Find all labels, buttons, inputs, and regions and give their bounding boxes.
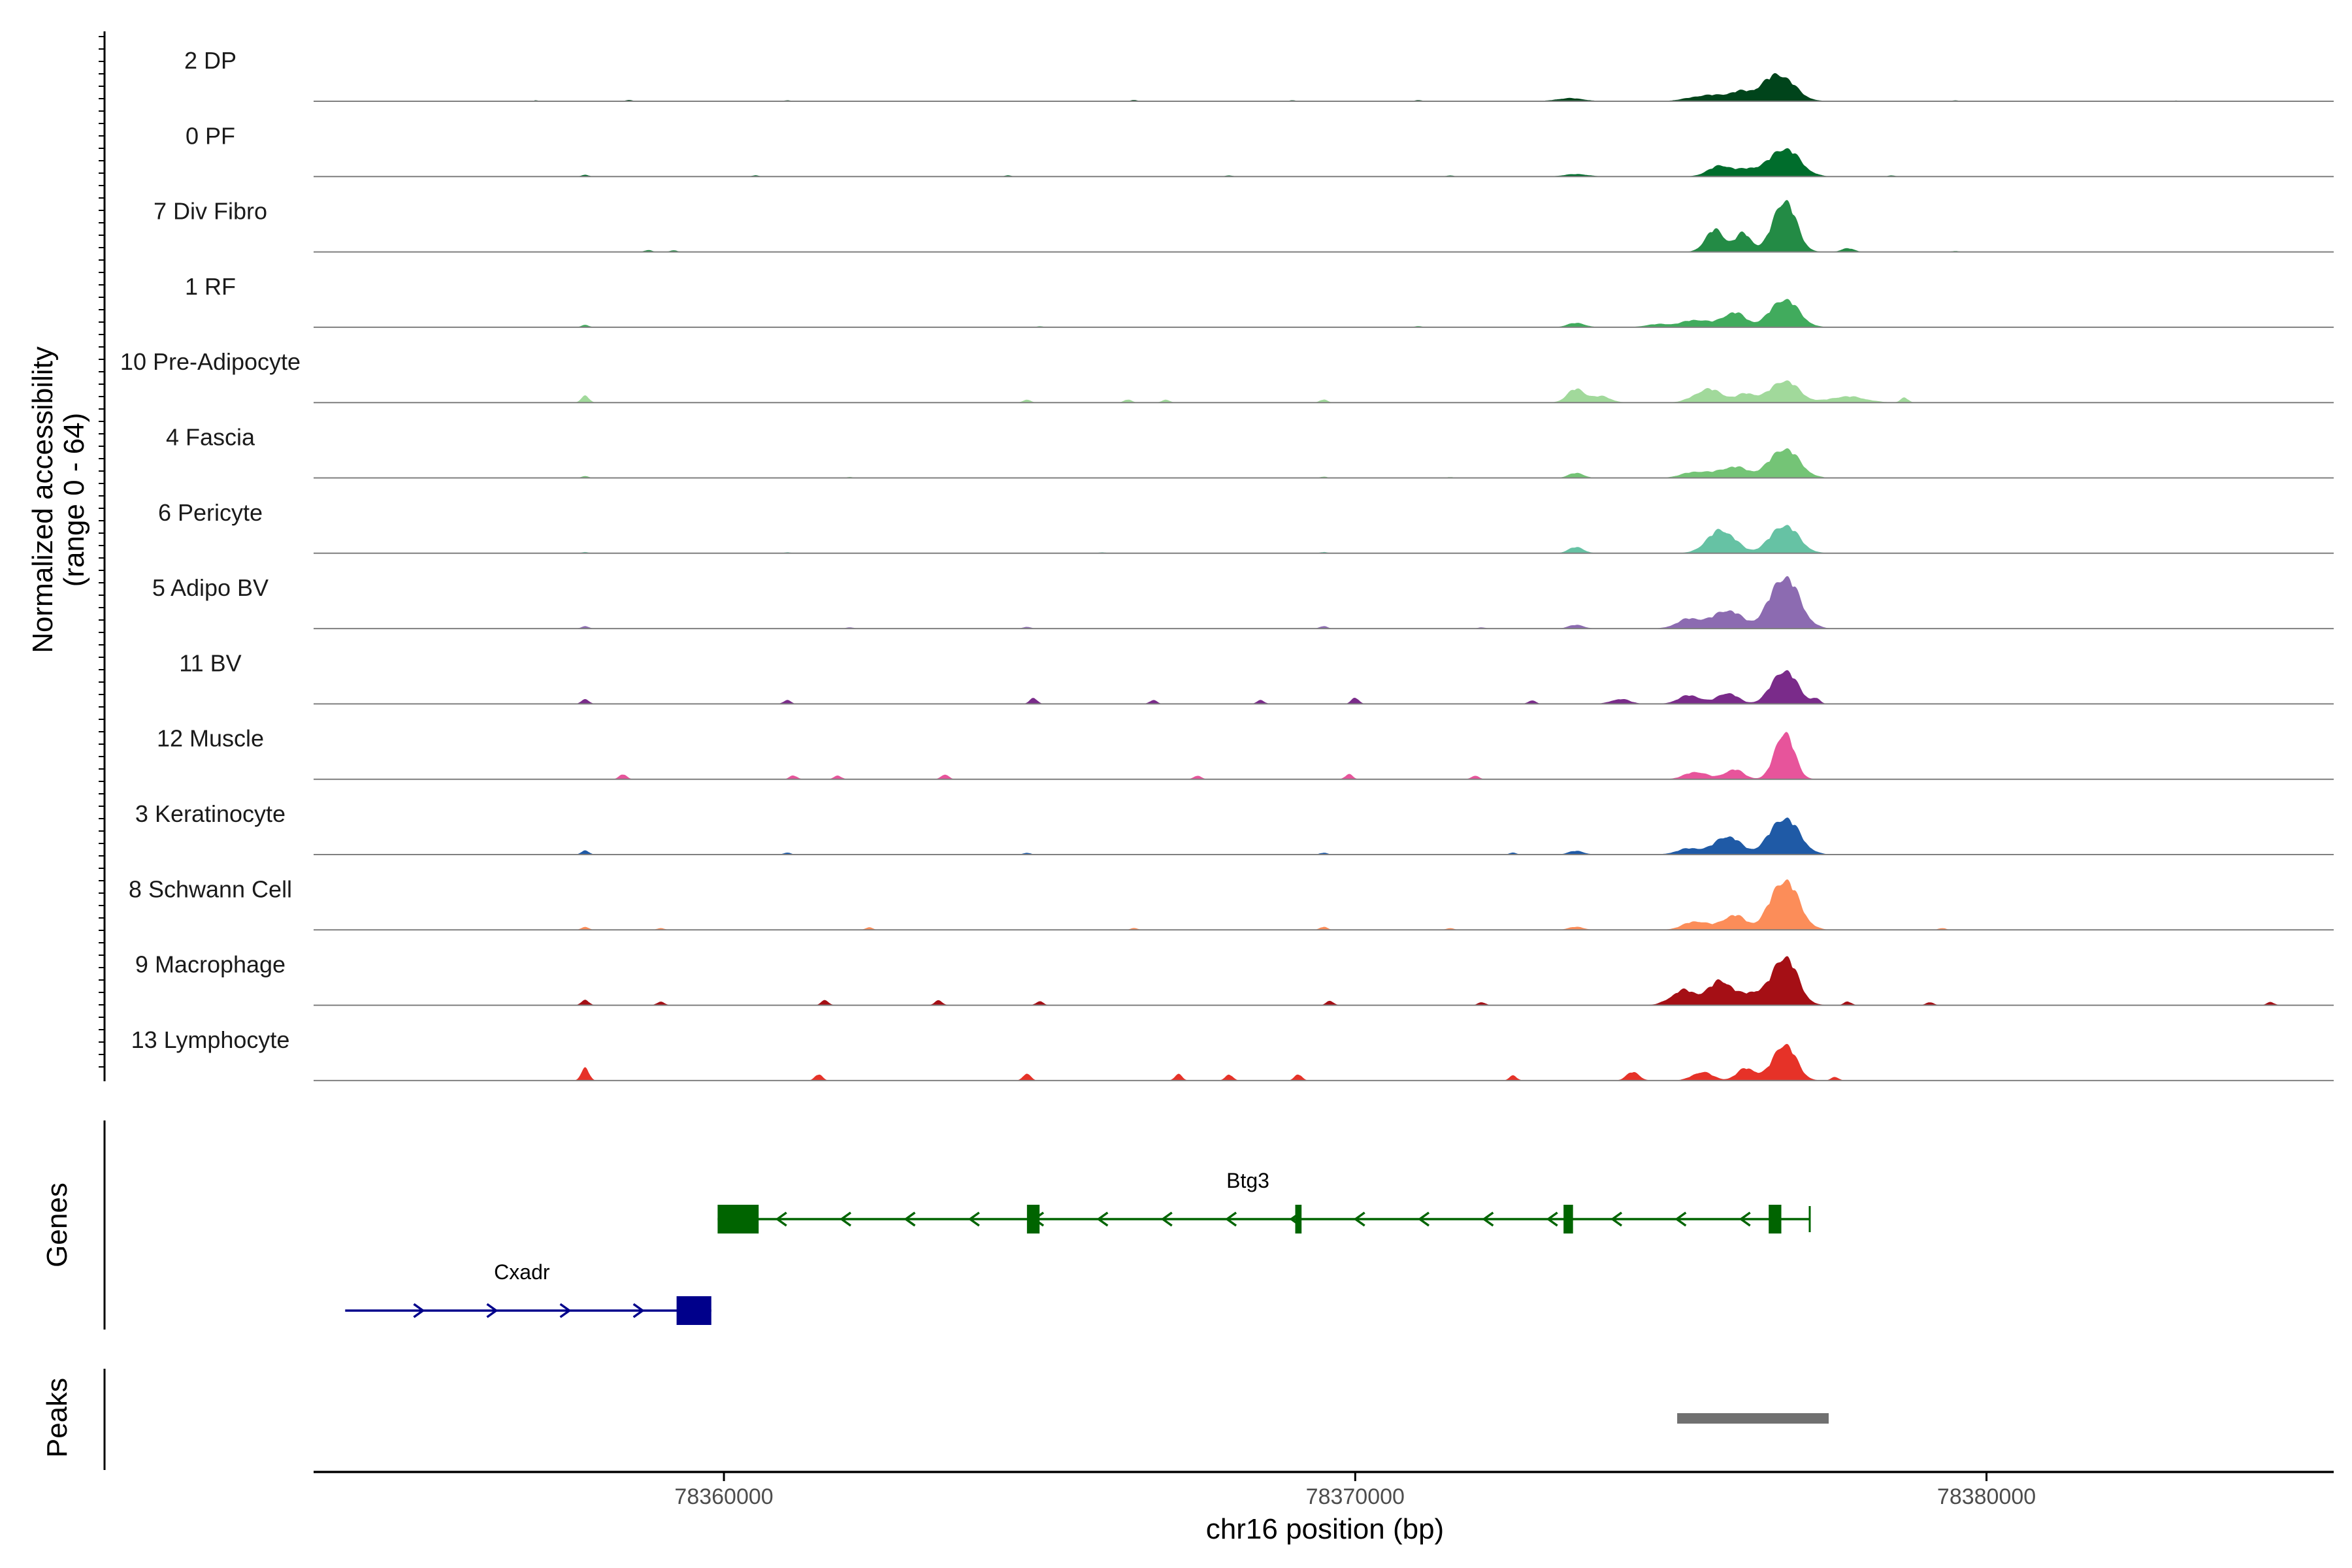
coverage-area <box>534 879 2302 930</box>
x-tick-label: 78370000 <box>1306 1484 1405 1509</box>
coverage-area <box>534 670 2302 704</box>
coverage-area <box>534 73 2302 101</box>
track-label: 1 RF <box>185 273 236 300</box>
gene-label: Cxadr <box>494 1260 550 1284</box>
x-axis: 78360000 78370000 78380000 <box>314 1471 2334 1509</box>
strand-chevron <box>559 1303 572 1318</box>
peaks-panel <box>103 1369 1829 1470</box>
x-tick-label: 78360000 <box>674 1484 773 1509</box>
track-7-div-fibro: 7 Div Fibro <box>154 198 2334 253</box>
gene-label: Btg3 <box>1226 1169 1269 1192</box>
strand-chevron <box>1739 1211 1751 1227</box>
track-3-keratinocyte: 3 Keratinocyte <box>135 800 2334 855</box>
coverage-area <box>534 525 2302 553</box>
strand-chevron <box>775 1211 787 1227</box>
y-axis-title: Normalized accessibility (range 0 - 64) <box>27 346 90 653</box>
track-label: 4 Fascia <box>166 424 255 451</box>
strand-chevron <box>632 1303 645 1318</box>
track-label: 2 DP <box>184 47 237 74</box>
exon <box>1769 1205 1782 1233</box>
exon <box>1295 1205 1302 1233</box>
coverage-area <box>534 299 2302 327</box>
strand-chevron <box>486 1303 498 1318</box>
track-2-dp: 2 DP <box>184 47 2334 102</box>
coverage-area <box>534 576 2302 629</box>
exon <box>1026 1205 1040 1233</box>
genes-label: Genes <box>41 1183 73 1267</box>
track-label: 5 Adipo BV <box>152 574 269 601</box>
exon <box>1563 1205 1573 1233</box>
track-12-muscle: 12 Muscle <box>157 725 2334 780</box>
strand-chevron <box>413 1303 425 1318</box>
strand-chevron <box>1418 1211 1430 1227</box>
track-label: 6 Pericyte <box>158 499 263 526</box>
strand-chevron <box>904 1211 916 1227</box>
coverage-tracks: 2 DP 0 PF 7 Div Fibro 1 RF 10 Pre-Adipocyte 4… <box>99 31 2334 1081</box>
strand-chevron <box>840 1211 852 1227</box>
exon <box>717 1205 759 1233</box>
track-label: 12 Muscle <box>157 725 264 752</box>
coverage-area <box>534 448 2302 478</box>
track-label: 9 Macrophage <box>135 951 286 978</box>
coverage-area <box>534 200 2302 252</box>
strand-chevron <box>1482 1211 1494 1227</box>
coverage-area <box>534 380 2302 403</box>
genes-panel: Btg3 Cxadr <box>103 1120 1811 1330</box>
strand-chevron <box>1225 1211 1237 1227</box>
track-0-pf: 0 PF <box>186 122 2334 178</box>
track-label: 0 PF <box>186 122 235 149</box>
strand-chevron <box>1160 1211 1173 1227</box>
track-9-macrophage: 9 Macrophage <box>135 951 2334 1006</box>
track-label: 3 Keratinocyte <box>135 800 286 827</box>
coverage-area <box>534 148 2302 177</box>
x-tick-label: 78380000 <box>1937 1484 2036 1509</box>
coverage-area <box>534 1043 2302 1081</box>
coverage-area <box>534 732 2302 779</box>
track-4-fascia: 4 Fascia <box>166 424 2334 479</box>
peaks-label: Peaks <box>41 1378 73 1458</box>
track-8-schwann-cell: 8 Schwann Cell <box>129 875 2334 931</box>
y-axis-title-line1: Normalized accessibility <box>27 346 59 653</box>
gene-btg3: Btg3 <box>717 1169 1811 1233</box>
strand-chevron <box>968 1211 980 1227</box>
track-10-pre-adipocyte: 10 Pre-Adipocyte <box>120 348 2334 404</box>
strand-chevron <box>1674 1211 1687 1227</box>
gene-cxadr: Cxadr <box>345 1260 711 1325</box>
track-13-lymphocyte: 13 Lymphocyte <box>131 1026 2334 1081</box>
track-5-adipo-bv: 5 Adipo BV <box>152 574 2334 630</box>
coverage-area <box>534 817 2302 855</box>
track-label: 11 BV <box>179 649 241 676</box>
strand-chevron <box>1353 1211 1365 1227</box>
strand-chevron <box>1546 1211 1558 1227</box>
track-label: 13 Lymphocyte <box>131 1026 290 1053</box>
track-1-rf: 1 RF <box>185 273 2334 328</box>
y-axis-title-line2: (range 0 - 64) <box>58 413 90 587</box>
track-11-bv: 11 BV <box>179 649 2334 705</box>
x-axis-title: chr16 position (bp) <box>1206 1513 1444 1545</box>
track-label: 8 Schwann Cell <box>129 875 292 902</box>
coverage-area <box>534 956 2302 1005</box>
track-label: 10 Pre-Adipocyte <box>120 348 301 375</box>
peak-region <box>1677 1413 1829 1424</box>
track-label: 7 Div Fibro <box>154 198 267 225</box>
exon <box>676 1296 711 1325</box>
track-6-pericyte: 6 Pericyte <box>158 499 2334 554</box>
strand-chevron <box>1610 1211 1623 1227</box>
strand-chevron <box>1096 1211 1109 1227</box>
